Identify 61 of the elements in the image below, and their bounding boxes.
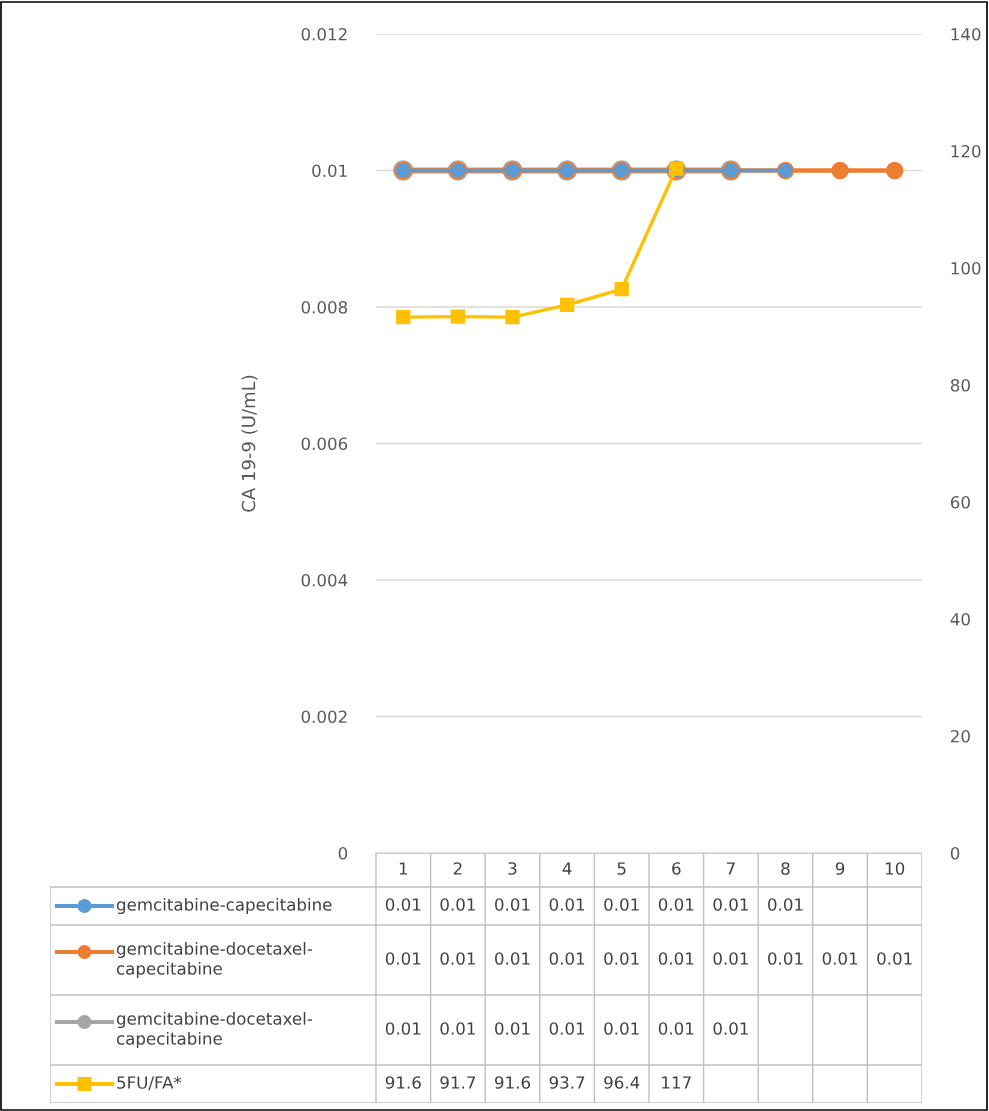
y2-tick-label: 40: [950, 612, 970, 626]
data-label: 0.01: [877, 952, 912, 965]
data-label: 0.01: [822, 952, 858, 965]
x-tick-label: 2: [453, 862, 462, 875]
data-label: 0.01: [495, 952, 530, 965]
data-label: 91.6: [494, 1076, 531, 1089]
x-tick-label: 7: [726, 862, 735, 875]
data-label: 0.01: [385, 952, 421, 965]
data-label: 0.01: [549, 1022, 585, 1035]
data-label: 0.01: [604, 1022, 639, 1035]
legend-label: 5FU/FA*: [117, 1076, 182, 1091]
data-label: 91.7: [440, 1076, 476, 1089]
data-label: 117: [662, 1076, 691, 1089]
data-label: 91.6: [385, 1076, 421, 1089]
data-label: 0.01: [440, 898, 475, 911]
x-tick-label: 10: [885, 862, 905, 875]
data-label: 0.01: [549, 952, 585, 965]
data-label: 0.01: [385, 1022, 421, 1035]
data-label: 0.01: [768, 898, 803, 911]
y-tick-label: 0.002: [301, 710, 347, 724]
y2-tick-label: 0: [950, 846, 960, 860]
y2-tick-label: 20: [951, 729, 970, 743]
x-tick-label: 8: [781, 862, 790, 875]
x-tick-label: 5: [617, 862, 626, 875]
y-axis-title: CA 19-9 (U/mL): [241, 375, 258, 512]
data-label: 0.01: [713, 1022, 748, 1035]
y2-tick-label: 80: [950, 378, 970, 392]
data-label: 0.01: [658, 1022, 694, 1035]
data-label: 93.7: [549, 1076, 585, 1089]
y-tick-label: 0.01: [312, 164, 347, 178]
y2-tick-label: 60: [950, 495, 970, 509]
data-label: 96.4: [604, 1076, 640, 1089]
data-label: 0.01: [604, 898, 639, 911]
y2-tick-label: 140: [951, 27, 981, 41]
legend-label: gemcitabine-docetaxel-capecitabine: [116, 941, 313, 979]
y-tick-label: 0: [338, 846, 348, 860]
data-label: 0.01: [440, 1022, 475, 1035]
data-label: 0.01: [658, 898, 694, 911]
data-label: 0.01: [713, 898, 748, 911]
y-tick-label: 0.006: [301, 437, 348, 451]
data-label: 0.01: [385, 898, 421, 911]
data-label: 0.01: [768, 952, 803, 965]
data-label: 0.01: [549, 898, 585, 911]
x-tick-label: 6: [672, 862, 681, 875]
x-tick-label: 9: [835, 862, 845, 875]
y-tick-label: 0.012: [301, 27, 347, 41]
data-label: 0.01: [604, 952, 639, 965]
legend-label: gemcitabine-docetaxel-capecitabine: [116, 1011, 313, 1049]
data-label: 0.01: [495, 898, 530, 911]
x-tick-label: 3: [508, 862, 517, 875]
data-label: 0.01: [713, 952, 748, 965]
y2-tick-label: 120: [951, 144, 981, 158]
data-label: 0.01: [440, 952, 475, 965]
y-tick-label: 0.004: [301, 573, 348, 587]
x-tick-label: 1: [399, 862, 408, 875]
legend-label: gemcitabine-capecitabine: [116, 897, 332, 915]
data-label: 0.01: [495, 1022, 530, 1035]
y-tick-label: 0.008: [301, 300, 348, 314]
y2-tick-label: 100: [951, 261, 981, 275]
x-tick-label: 4: [562, 862, 572, 875]
data-label: 0.01: [658, 952, 694, 965]
